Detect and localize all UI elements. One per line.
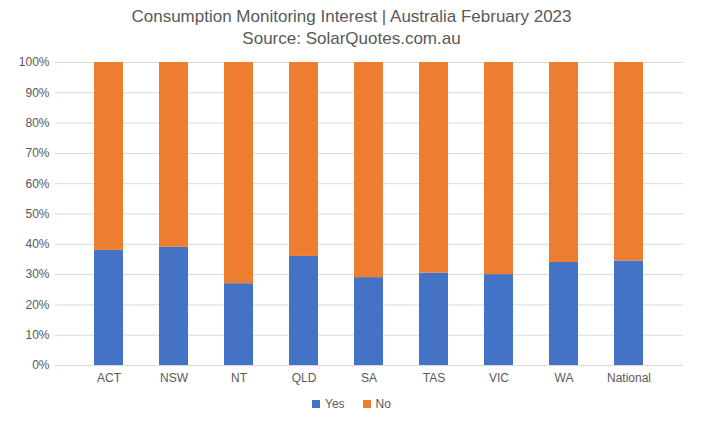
svg-text:NT: NT (231, 371, 248, 385)
html-text:Yes: Yes (325, 397, 345, 411)
svg-text:VIC: VIC (489, 371, 509, 385)
svg-text:50%: 50% (25, 207, 49, 221)
svg-text:40%: 40% (25, 237, 49, 251)
svg-text:QLD: QLD (292, 371, 317, 385)
svg-text:0%: 0% (32, 358, 50, 372)
svg-text:National: National (607, 371, 651, 385)
svg-text:90%: 90% (25, 86, 49, 100)
svg-text:70%: 70% (25, 146, 49, 160)
svg-text:WA: WA (555, 371, 574, 385)
svg-text:30%: 30% (25, 267, 49, 281)
svg-text:100%: 100% (19, 55, 50, 69)
svg-text:NSW: NSW (160, 371, 189, 385)
svg-text:TAS: TAS (423, 371, 445, 385)
svg-text:10%: 10% (25, 328, 49, 342)
html-text:Consumption Monitoring Interes: Consumption Monitoring Interest | Austra… (131, 7, 572, 26)
svg-text:SA: SA (361, 371, 377, 385)
svg-text:20%: 20% (25, 298, 49, 312)
html-text:No: No (375, 397, 391, 411)
svg-text:80%: 80% (25, 116, 49, 130)
html-text:Source: SolarQuotes.com.au: Source: SolarQuotes.com.au (242, 29, 461, 48)
svg-text:60%: 60% (25, 177, 49, 191)
svg-text:ACT: ACT (97, 371, 122, 385)
